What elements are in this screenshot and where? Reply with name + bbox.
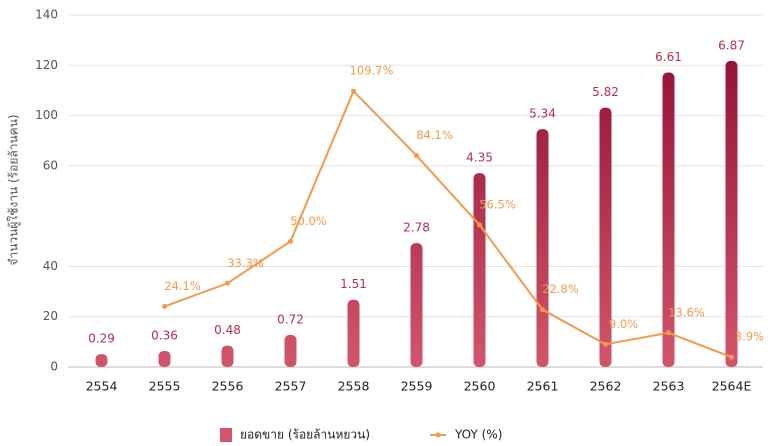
y-tick-label: 0 <box>50 360 58 374</box>
bar-value-label: 5.82 <box>592 85 619 99</box>
line-point <box>729 354 734 360</box>
x-tick-label: 2562 <box>590 379 622 394</box>
bar-value-label: 2.78 <box>403 221 430 235</box>
y-tick-label: 20 <box>43 309 58 323</box>
bar-value-label: 0.36 <box>151 328 178 342</box>
y-tick-label: 140 <box>35 8 58 22</box>
line-point <box>414 153 419 159</box>
line-point <box>603 341 608 347</box>
y-axis-label: จำนวนผู้ใช้งาน (ร้อยล้านคน) <box>7 114 22 265</box>
line-point <box>162 303 167 309</box>
line-value-label: 24.1% <box>164 279 201 293</box>
bar-value-label: 6.87 <box>718 38 745 52</box>
bar <box>95 354 108 367</box>
line-point <box>351 88 356 94</box>
bar <box>347 299 360 367</box>
y-tick-label: 120 <box>35 58 58 72</box>
bar-value-label: 0.72 <box>277 312 304 326</box>
line-point <box>477 222 482 228</box>
line-point <box>540 307 545 313</box>
y-tick-label: 60 <box>43 158 58 172</box>
bar <box>158 350 171 367</box>
line-value-label: 3.9% <box>735 330 764 344</box>
x-tick-label: 2560 <box>464 379 496 394</box>
bar <box>284 334 297 367</box>
legend-swatch <box>435 432 441 438</box>
bar <box>662 72 675 367</box>
bar-value-label: 5.34 <box>529 107 556 121</box>
bar-value-label: 0.48 <box>214 323 241 337</box>
line-value-label: 9.0% <box>609 317 638 331</box>
y-tick-label: 40 <box>43 259 58 273</box>
x-tick-label: 2563 <box>653 379 685 394</box>
x-tick-label: 2564E <box>712 379 752 394</box>
bar <box>410 243 423 367</box>
bar-value-label: 6.61 <box>655 50 682 64</box>
line-value-label: 13.6% <box>668 305 705 319</box>
line-value-label: 50.0% <box>290 214 327 228</box>
line-point <box>666 330 671 336</box>
line-value-label: 84.1% <box>416 128 453 142</box>
x-tick-label: 2556 <box>212 379 244 394</box>
x-tick-label: 2561 <box>527 379 559 394</box>
x-tick-label: 2554 <box>86 379 118 394</box>
x-tick-label: 2555 <box>149 379 181 394</box>
line-value-label: 56.5% <box>479 197 516 211</box>
x-tick-label: 2557 <box>275 379 307 394</box>
line-value-label: 33.3% <box>227 256 264 270</box>
bar <box>599 107 612 368</box>
bar <box>725 60 738 367</box>
line-value-label: 109.7% <box>350 64 394 78</box>
legend-swatch <box>220 428 232 442</box>
line-value-label: 22.8% <box>542 282 579 296</box>
bar <box>221 345 234 367</box>
bar <box>536 129 549 367</box>
legend-label: YOY (%) <box>454 428 502 442</box>
x-tick-label: 2559 <box>401 379 433 394</box>
y-tick-label: 100 <box>35 108 58 122</box>
bar-value-label: 1.51 <box>340 277 367 291</box>
line <box>164 89 732 359</box>
bar-value-label: 4.35 <box>466 151 493 165</box>
legend-label: ยอดขาย (ร้อยล้านหยวน) <box>240 428 370 442</box>
line-point <box>225 280 230 286</box>
x-tick-label: 2558 <box>338 379 370 394</box>
line-point <box>288 238 293 244</box>
bar-value-label: 0.29 <box>88 332 115 346</box>
